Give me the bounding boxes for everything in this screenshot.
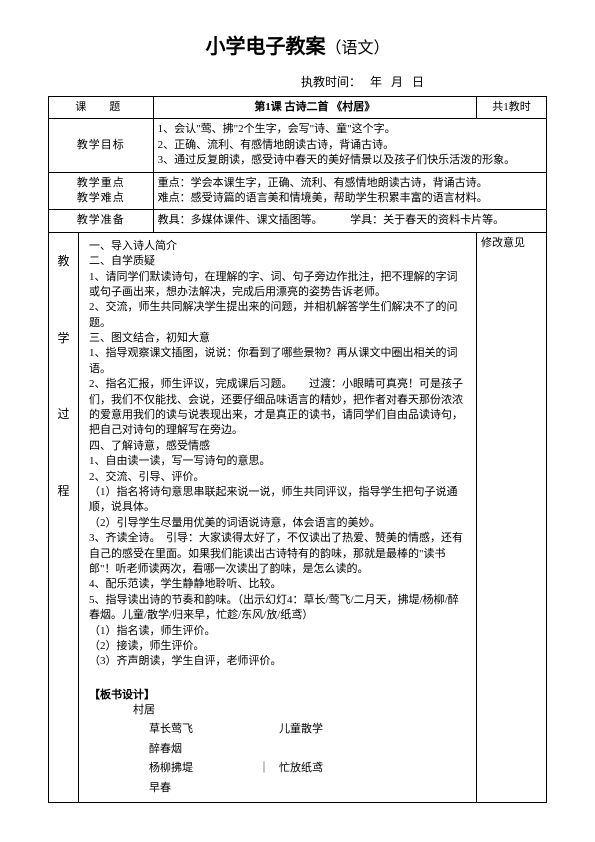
time-year: 年: [370, 75, 382, 89]
board-design: 【板书设计】 村居 草长莺飞 儿童散学 醉春烟 杨柳拂堤 ｜ 忙放纸鸢: [89, 688, 466, 796]
notes-cell: 修改意见: [477, 232, 547, 802]
content-line: 三、图文结合，初知大意: [89, 331, 466, 346]
process-content: 一、导入诗人简介 二、自学质疑 1、请同学们默读诗句，在理解的字、词、句子旁边作…: [79, 232, 477, 802]
time-day: 日: [412, 75, 424, 89]
board-cell: ｜: [249, 761, 279, 776]
process-char-3: 过: [53, 406, 74, 423]
lesson-title: 第1课 古诗二首 《村居》: [153, 97, 476, 119]
board-row: 早春: [149, 781, 466, 796]
board-cell: 儿童散学: [279, 722, 379, 737]
content-line: （3）齐声朗读，学生自评，老师评价。: [89, 654, 466, 669]
board-cell: 忙放纸鸢: [279, 761, 379, 776]
prep-label: 教学准备: [49, 210, 154, 232]
board-cell: [249, 781, 279, 796]
process-char-4: 程: [53, 483, 74, 500]
keypoint-label: 教学重点 教学难点: [49, 172, 154, 210]
content-line: （1）指名将诗句意思串联起来说一说，师生共同评议，指导学生把句子说通顺，说具体。: [89, 485, 466, 516]
lesson-plan-table: 课 题 第1课 古诗二首 《村居》 共1教时 教学目标 1、会认"莺、拂"2个生…: [48, 96, 547, 803]
content-line: 1、自由读一读，写一写诗句的意思。: [89, 454, 466, 469]
goal-label: 教学目标: [49, 119, 154, 172]
content-line: 一、导入诗人简介: [89, 239, 466, 254]
period-cell: 共1教时: [477, 97, 547, 119]
time-month: 月: [391, 75, 403, 89]
notes-label: 修改意见: [481, 237, 525, 249]
process-char-1: 教: [53, 253, 74, 270]
content-line: 3、齐读全诗。 引导：大家读得太好了，不仅读出了热爱、赞美的情感，还有自己的感受…: [89, 531, 466, 577]
content-line: 四、了解诗意，感受情感: [89, 439, 466, 454]
board-cell: [279, 781, 379, 796]
board-cell: [279, 742, 379, 757]
content-line: 4、配乐范读，学生静静地聆听、比较。: [89, 577, 466, 592]
content-line: （2）接读，师生评价。: [89, 639, 466, 654]
board-cell: 早春: [149, 781, 249, 796]
content-line: （1）指名读，师生评价。: [89, 624, 466, 639]
goals-cell: 1、会认"莺、拂"2个生字，会写"诗、童"这个字。 2、正确、流利、有感情地朗读…: [153, 119, 546, 172]
prep-cell: 教具：多媒体课件、课文插图等。 学具：关于春天的资料卡片等。: [153, 210, 546, 232]
board-cell: [249, 722, 279, 737]
content-line: 2、指名汇报，师生评议，完成课后习题。 过渡：小眼睛可真亮！可是孩子们，我们不仅…: [89, 377, 466, 439]
content-line: 2、交流、引导、评价。: [89, 470, 466, 485]
content-line: （2）引导学生尽量用优美的词语说诗意，体会语言的美妙。: [89, 516, 466, 531]
content-line: 5、指导读出诗的节奏和韵味。（出示幻灯4：草长/莺飞/二月天，拂堤/杨柳/醉春烟…: [89, 593, 466, 624]
content-line: 1、指导观察课文插图，说说：你看到了哪些景物？再从课文中圈出相关的词语。: [89, 346, 466, 377]
process-label: 教 学 过 程: [49, 232, 79, 802]
time-label: 执教时间：: [301, 75, 361, 89]
process-char-2: 学: [53, 330, 74, 347]
keypoints-cell: 重点：学会本课生字，正确、流利、有感情地朗读古诗，背诵古诗。 难点：感受诗篇的语…: [153, 172, 546, 210]
title-sub: （语文）: [325, 40, 389, 57]
content-line: 1、请同学们默读诗句，在理解的字、词、句子旁边作批注，把不理解的字词或句子画出来…: [89, 270, 466, 301]
page-title: 小学电子教案（语文）: [48, 30, 547, 59]
title-main: 小学电子教案: [205, 36, 325, 58]
board-cell: [249, 742, 279, 757]
teaching-time-row: 执教时间： 年 月 日: [48, 73, 547, 90]
board-row: 草长莺飞 儿童散学: [149, 722, 466, 737]
content-line: 二、自学质疑: [89, 254, 466, 269]
board-poem-title: 村居: [89, 703, 199, 718]
board-cell: 杨柳拂堤: [149, 761, 249, 776]
board-row: 醉春烟: [149, 742, 466, 757]
topic-label: 课 题: [49, 97, 154, 119]
content-line: 2、交流，师生共同解决学生提出来的问题，并相机解答学生们解决不了的问题。: [89, 300, 466, 331]
board-row: 杨柳拂堤 ｜ 忙放纸鸢: [149, 761, 466, 776]
board-cell: 草长莺飞: [149, 722, 249, 737]
board-title: 【板书设计】: [89, 688, 466, 703]
board-cell: 醉春烟: [149, 742, 249, 757]
